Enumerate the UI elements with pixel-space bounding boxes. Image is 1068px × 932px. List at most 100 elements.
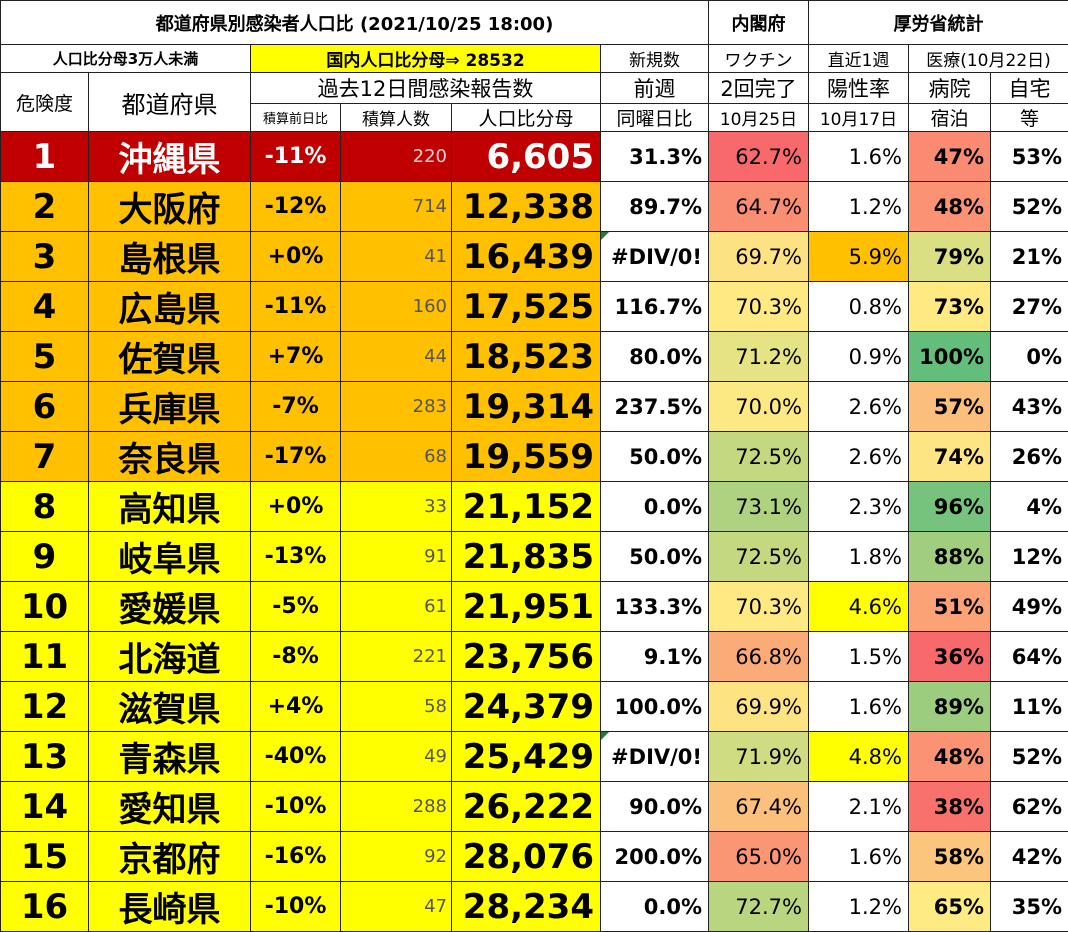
ratio-cell: 25,429	[452, 732, 601, 782]
change-cell: -5%	[251, 582, 341, 632]
vaccine-cell: 66.8%	[709, 632, 809, 682]
hospital-cell: 88%	[909, 532, 991, 582]
cumulative-cell: 33	[341, 482, 452, 532]
week-ratio-cell: 50.0%	[601, 532, 709, 582]
rank-cell: 10	[1, 582, 89, 632]
ratio-cell: 21,951	[452, 582, 601, 632]
week-ratio-cell: 90.0%	[601, 782, 709, 832]
vaccine-cell: 69.7%	[709, 232, 809, 282]
home-cell: 52%	[991, 182, 1068, 232]
hospital-cell: 57%	[909, 382, 991, 432]
rank-cell: 1	[1, 132, 89, 182]
recent-week-header: 直近1週	[809, 45, 909, 73]
rank-cell: 2	[1, 182, 89, 232]
hospital-cell: 58%	[909, 832, 991, 882]
vaccine-cell: 72.5%	[709, 432, 809, 482]
cumulative-cell: 58	[341, 682, 452, 732]
week-ratio-cell: 200.0%	[601, 832, 709, 882]
cum-change-header: 積算前日比	[251, 104, 341, 132]
ratio-cell: 24,379	[452, 682, 601, 732]
week-ratio-cell: 31.3%	[601, 132, 709, 182]
ratio-header: 人口比分母	[452, 104, 601, 132]
week-ratio-cell: #DIV/0!	[601, 732, 709, 782]
change-cell: -8%	[251, 632, 341, 682]
home-cell: 11%	[991, 682, 1068, 732]
ratio-cell: 12,338	[452, 182, 601, 232]
vaccine-cell: 70.0%	[709, 382, 809, 432]
week-ratio-cell: #DIV/0!	[601, 232, 709, 282]
ratio-cell: 26,222	[452, 782, 601, 832]
prefecture-cell: 北海道	[89, 632, 251, 682]
prefecture-cell: 長崎県	[89, 882, 251, 932]
positivity-cell: 1.5%	[809, 632, 909, 682]
prev-week-header: 前週	[601, 73, 709, 104]
hospital-cell: 51%	[909, 582, 991, 632]
cumulative-cell: 714	[341, 182, 452, 232]
vaccine-cell: 62.7%	[709, 132, 809, 182]
change-cell: -17%	[251, 432, 341, 482]
vaccine2-header: 2回完了	[709, 73, 809, 104]
home-cell: 21%	[991, 232, 1068, 282]
prefecture-cell: 愛媛県	[89, 582, 251, 632]
prefecture-cell: 広島県	[89, 282, 251, 332]
home-cell: 26%	[991, 432, 1068, 482]
prefecture-cell: 愛知県	[89, 782, 251, 832]
vac-date-header: 10月25日	[709, 104, 809, 132]
week-ratio-cell: 116.7%	[601, 282, 709, 332]
vaccine-cell: 70.3%	[709, 282, 809, 332]
medical-header: 医療(10月22日)	[909, 45, 1068, 73]
positivity-cell: 1.2%	[809, 882, 909, 932]
change-cell: -40%	[251, 732, 341, 782]
home-cell: 12%	[991, 532, 1068, 582]
rank-cell: 16	[1, 882, 89, 932]
hospital-cell: 36%	[909, 632, 991, 682]
vaccine-cell: 72.7%	[709, 882, 809, 932]
ratio-cell: 19,314	[452, 382, 601, 432]
rank-cell: 15	[1, 832, 89, 882]
week-ratio-cell: 89.7%	[601, 182, 709, 232]
positivity-cell: 2.1%	[809, 782, 909, 832]
rank-cell: 7	[1, 432, 89, 482]
week-ratio-cell: 0.0%	[601, 882, 709, 932]
week-ratio-cell: 0.0%	[601, 482, 709, 532]
home-cell: 62%	[991, 782, 1068, 832]
positivity-cell: 0.9%	[809, 332, 909, 382]
change-cell: +0%	[251, 232, 341, 282]
cumulative-cell: 283	[341, 382, 452, 432]
rank-cell: 8	[1, 482, 89, 532]
vaccine-cell: 71.2%	[709, 332, 809, 382]
positivity-cell: 1.6%	[809, 682, 909, 732]
prefecture-cell: 佐賀県	[89, 332, 251, 382]
positivity-cell: 1.2%	[809, 182, 909, 232]
rank-cell: 13	[1, 732, 89, 782]
home-cell: 42%	[991, 832, 1068, 882]
change-cell: +0%	[251, 482, 341, 532]
vaccine-cell: 69.9%	[709, 682, 809, 732]
hospital-cell: 79%	[909, 232, 991, 282]
hospital-header: 病院	[909, 73, 991, 104]
hospital-cell: 96%	[909, 482, 991, 532]
prefecture-cell: 滋賀県	[89, 682, 251, 732]
ratio-cell: 18,523	[452, 332, 601, 382]
vaccine-cell: 72.5%	[709, 532, 809, 582]
home-cell: 35%	[991, 882, 1068, 932]
prefecture-cell: 岐阜県	[89, 532, 251, 582]
hospital-cell: 38%	[909, 782, 991, 832]
home-cell: 53%	[991, 132, 1068, 182]
home-cell: 27%	[991, 282, 1068, 332]
cumulative-cell: 61	[341, 582, 452, 632]
change-cell: -10%	[251, 882, 341, 932]
cumulative-cell: 288	[341, 782, 452, 832]
ratio-cell: 28,076	[452, 832, 601, 882]
rank-cell: 6	[1, 382, 89, 432]
positivity-cell: 1.8%	[809, 532, 909, 582]
